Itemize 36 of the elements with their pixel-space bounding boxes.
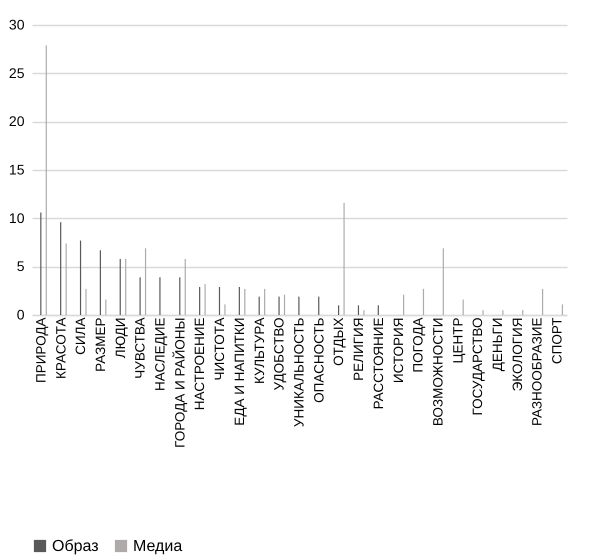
y-tick-label: 30 [8, 16, 25, 32]
x-tick-label: ЦЕНТР [450, 318, 466, 364]
x-tick-label: СИЛА [73, 318, 88, 355]
x-tick-label: ПРИРОДА [33, 318, 48, 383]
legend-label: Медиа [133, 538, 182, 555]
x-tick-label: ОТДЫХ [331, 318, 346, 366]
legend-label: Образ [52, 538, 99, 555]
x-tick-label: ИСТОРИЯ [390, 318, 406, 384]
x-tick-label: ГОСУДАРСТВО [470, 318, 486, 416]
x-tick-label: РАЗНООБРАЗИЕ [530, 318, 545, 426]
x-tick-label: НАСТРОЕНИЕ [192, 318, 208, 410]
x-tick-label: ЧИСТОТА [212, 318, 228, 380]
x-tick-label: ЕДА И НАПИТКИ [232, 318, 247, 426]
x-tick-label: УДОБСТВО [272, 318, 287, 390]
x-tick-label: ВОЗМОЖНОСТИ [430, 318, 446, 426]
x-tick-label: ЧУВСТВА [132, 318, 148, 379]
x-tick-label: УНИКАЛЬНОСТЬ [292, 317, 306, 428]
y-tick-label: 20 [8, 113, 25, 130]
x-tick-label: СПОРТ [550, 318, 565, 364]
x-tick-label: КРАСОТА [53, 318, 68, 379]
x-tick-label: РАССТОЯНИЕ [370, 318, 386, 410]
x-tick-label: ГОРОДА И РАЙОНЫ [171, 318, 188, 448]
x-tick-label: ЛЮДИ [112, 318, 128, 358]
y-tick-label: 5 [16, 258, 25, 274]
y-tick-label: 25 [8, 64, 25, 81]
x-tick-label: НАСЛЕДИЕ [152, 318, 168, 391]
y-tick-label: 10 [8, 210, 25, 226]
x-tick-label: ДЕНЬГИ [490, 318, 506, 372]
x-tick-label: КУЛЬТУРА [252, 318, 267, 384]
x-tick-label: ПОГОДА [410, 318, 426, 373]
x-tick-label: ОПАСНОСТЬ [311, 317, 326, 403]
x-tick-label: РАЗМЕР [92, 318, 108, 372]
y-tick-label: 15 [8, 162, 25, 178]
x-tick-label: ЭКОЛОГИЯ [510, 318, 525, 392]
x-tick-label: РЕЛИГИЯ [351, 318, 366, 381]
y-tick-label: 0 [16, 306, 25, 322]
